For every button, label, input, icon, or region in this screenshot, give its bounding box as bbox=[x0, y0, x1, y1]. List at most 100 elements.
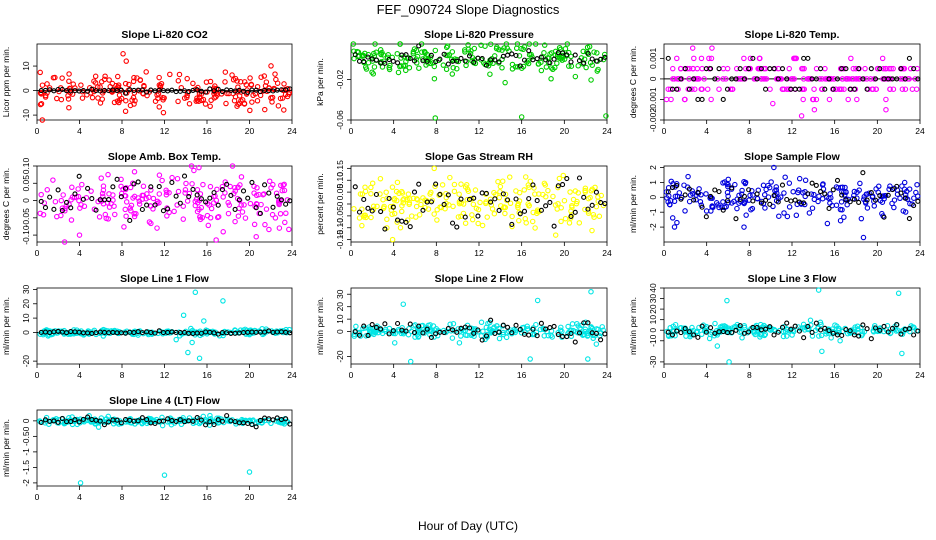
data-point bbox=[531, 185, 537, 191]
data-point bbox=[443, 190, 449, 197]
data-point bbox=[906, 186, 913, 192]
data-point bbox=[905, 76, 911, 82]
reference-point bbox=[682, 192, 688, 198]
reference-point bbox=[805, 55, 811, 61]
data-point bbox=[589, 227, 595, 234]
data-point bbox=[427, 191, 433, 197]
reference-point bbox=[249, 179, 255, 185]
data-point bbox=[250, 92, 256, 99]
outlier-point bbox=[246, 469, 253, 475]
data-point bbox=[558, 218, 564, 225]
data-point bbox=[424, 56, 431, 63]
reference-point bbox=[361, 59, 367, 65]
data-point bbox=[716, 86, 722, 92]
data-point bbox=[884, 323, 891, 329]
data-point bbox=[232, 188, 239, 194]
reference-point bbox=[356, 332, 363, 338]
y-axis-label: ml/min per min. bbox=[1, 419, 11, 477]
data-point bbox=[440, 62, 447, 68]
x-tick-label: 24 bbox=[602, 370, 612, 380]
reference-point bbox=[373, 57, 379, 63]
data-point bbox=[394, 50, 401, 57]
reference-point bbox=[160, 208, 167, 214]
reference-point bbox=[868, 66, 874, 72]
panel-title: Slope Line 1 Flow bbox=[120, 273, 210, 285]
reference-point bbox=[877, 327, 883, 333]
reference-point bbox=[792, 323, 798, 329]
data-point bbox=[143, 69, 149, 75]
data-point bbox=[262, 106, 268, 113]
data-point bbox=[862, 65, 868, 72]
reference-point bbox=[674, 328, 680, 334]
data-point bbox=[569, 202, 575, 209]
data-point bbox=[739, 187, 745, 194]
reference-point bbox=[224, 413, 230, 419]
data-point bbox=[413, 203, 420, 210]
data-point bbox=[214, 186, 220, 193]
data-point bbox=[281, 81, 287, 87]
reference-point bbox=[771, 332, 777, 338]
reference-point bbox=[270, 204, 276, 210]
data-point bbox=[569, 321, 576, 327]
data-point bbox=[132, 421, 138, 427]
data-point bbox=[89, 94, 96, 101]
data-point bbox=[397, 63, 403, 70]
data-point bbox=[405, 191, 412, 197]
data-point bbox=[189, 181, 195, 187]
data-point bbox=[883, 106, 889, 113]
reference-point bbox=[139, 206, 145, 213]
reference-point bbox=[551, 323, 557, 329]
reference-point bbox=[471, 59, 477, 65]
reference-point bbox=[266, 190, 272, 196]
data-point bbox=[525, 326, 531, 332]
data-point bbox=[261, 191, 267, 197]
x-tick-label: 16 bbox=[517, 370, 527, 380]
data-point bbox=[101, 76, 108, 83]
data-point bbox=[405, 331, 412, 338]
data-point bbox=[90, 86, 97, 93]
data-point bbox=[725, 176, 732, 183]
data-point bbox=[462, 220, 469, 226]
reference-point bbox=[729, 185, 735, 191]
reference-point bbox=[236, 197, 242, 203]
x-tick-label: 24 bbox=[915, 370, 925, 380]
data-point bbox=[366, 324, 372, 330]
reference-point bbox=[915, 328, 921, 334]
reference-point bbox=[373, 324, 379, 331]
x-tick-label: 24 bbox=[287, 492, 297, 502]
reference-point bbox=[784, 196, 790, 203]
reference-point bbox=[287, 198, 293, 204]
data-point bbox=[594, 68, 601, 74]
y-tick-label: -0.02 bbox=[335, 70, 345, 90]
reference-point bbox=[551, 56, 557, 62]
panel-title: Slope Line 3 Flow bbox=[748, 273, 838, 285]
data-point bbox=[574, 320, 580, 327]
data-point bbox=[801, 65, 807, 72]
data-point bbox=[914, 193, 921, 199]
data-point bbox=[120, 186, 126, 192]
data-point bbox=[112, 211, 118, 218]
data-point bbox=[283, 210, 289, 217]
reference-point bbox=[169, 179, 175, 186]
reference-point bbox=[830, 187, 836, 193]
data-point bbox=[68, 217, 75, 223]
reference-point bbox=[207, 195, 213, 201]
data-point bbox=[190, 80, 196, 87]
reference-point bbox=[826, 76, 832, 82]
data-point bbox=[156, 191, 163, 197]
data-point bbox=[857, 180, 863, 187]
data-point bbox=[507, 200, 514, 207]
data-point bbox=[690, 65, 696, 72]
data-point bbox=[552, 232, 559, 238]
reference-point bbox=[716, 66, 722, 72]
y-axis-label: ml/min per min. bbox=[628, 175, 638, 233]
reference-point bbox=[572, 52, 578, 58]
data-point bbox=[464, 196, 470, 203]
reference-point bbox=[152, 420, 158, 426]
reference-point bbox=[72, 191, 78, 197]
reference-point bbox=[118, 194, 124, 200]
reference-point bbox=[181, 173, 188, 179]
panel-8: Slope Line 2 Flow ml/min per min. -20 0 10 20… bbox=[315, 273, 612, 380]
panel-1: Slope Li-820 CO2 Licor ppm per min. -10 0 10… bbox=[1, 29, 297, 136]
data-point bbox=[371, 64, 378, 70]
